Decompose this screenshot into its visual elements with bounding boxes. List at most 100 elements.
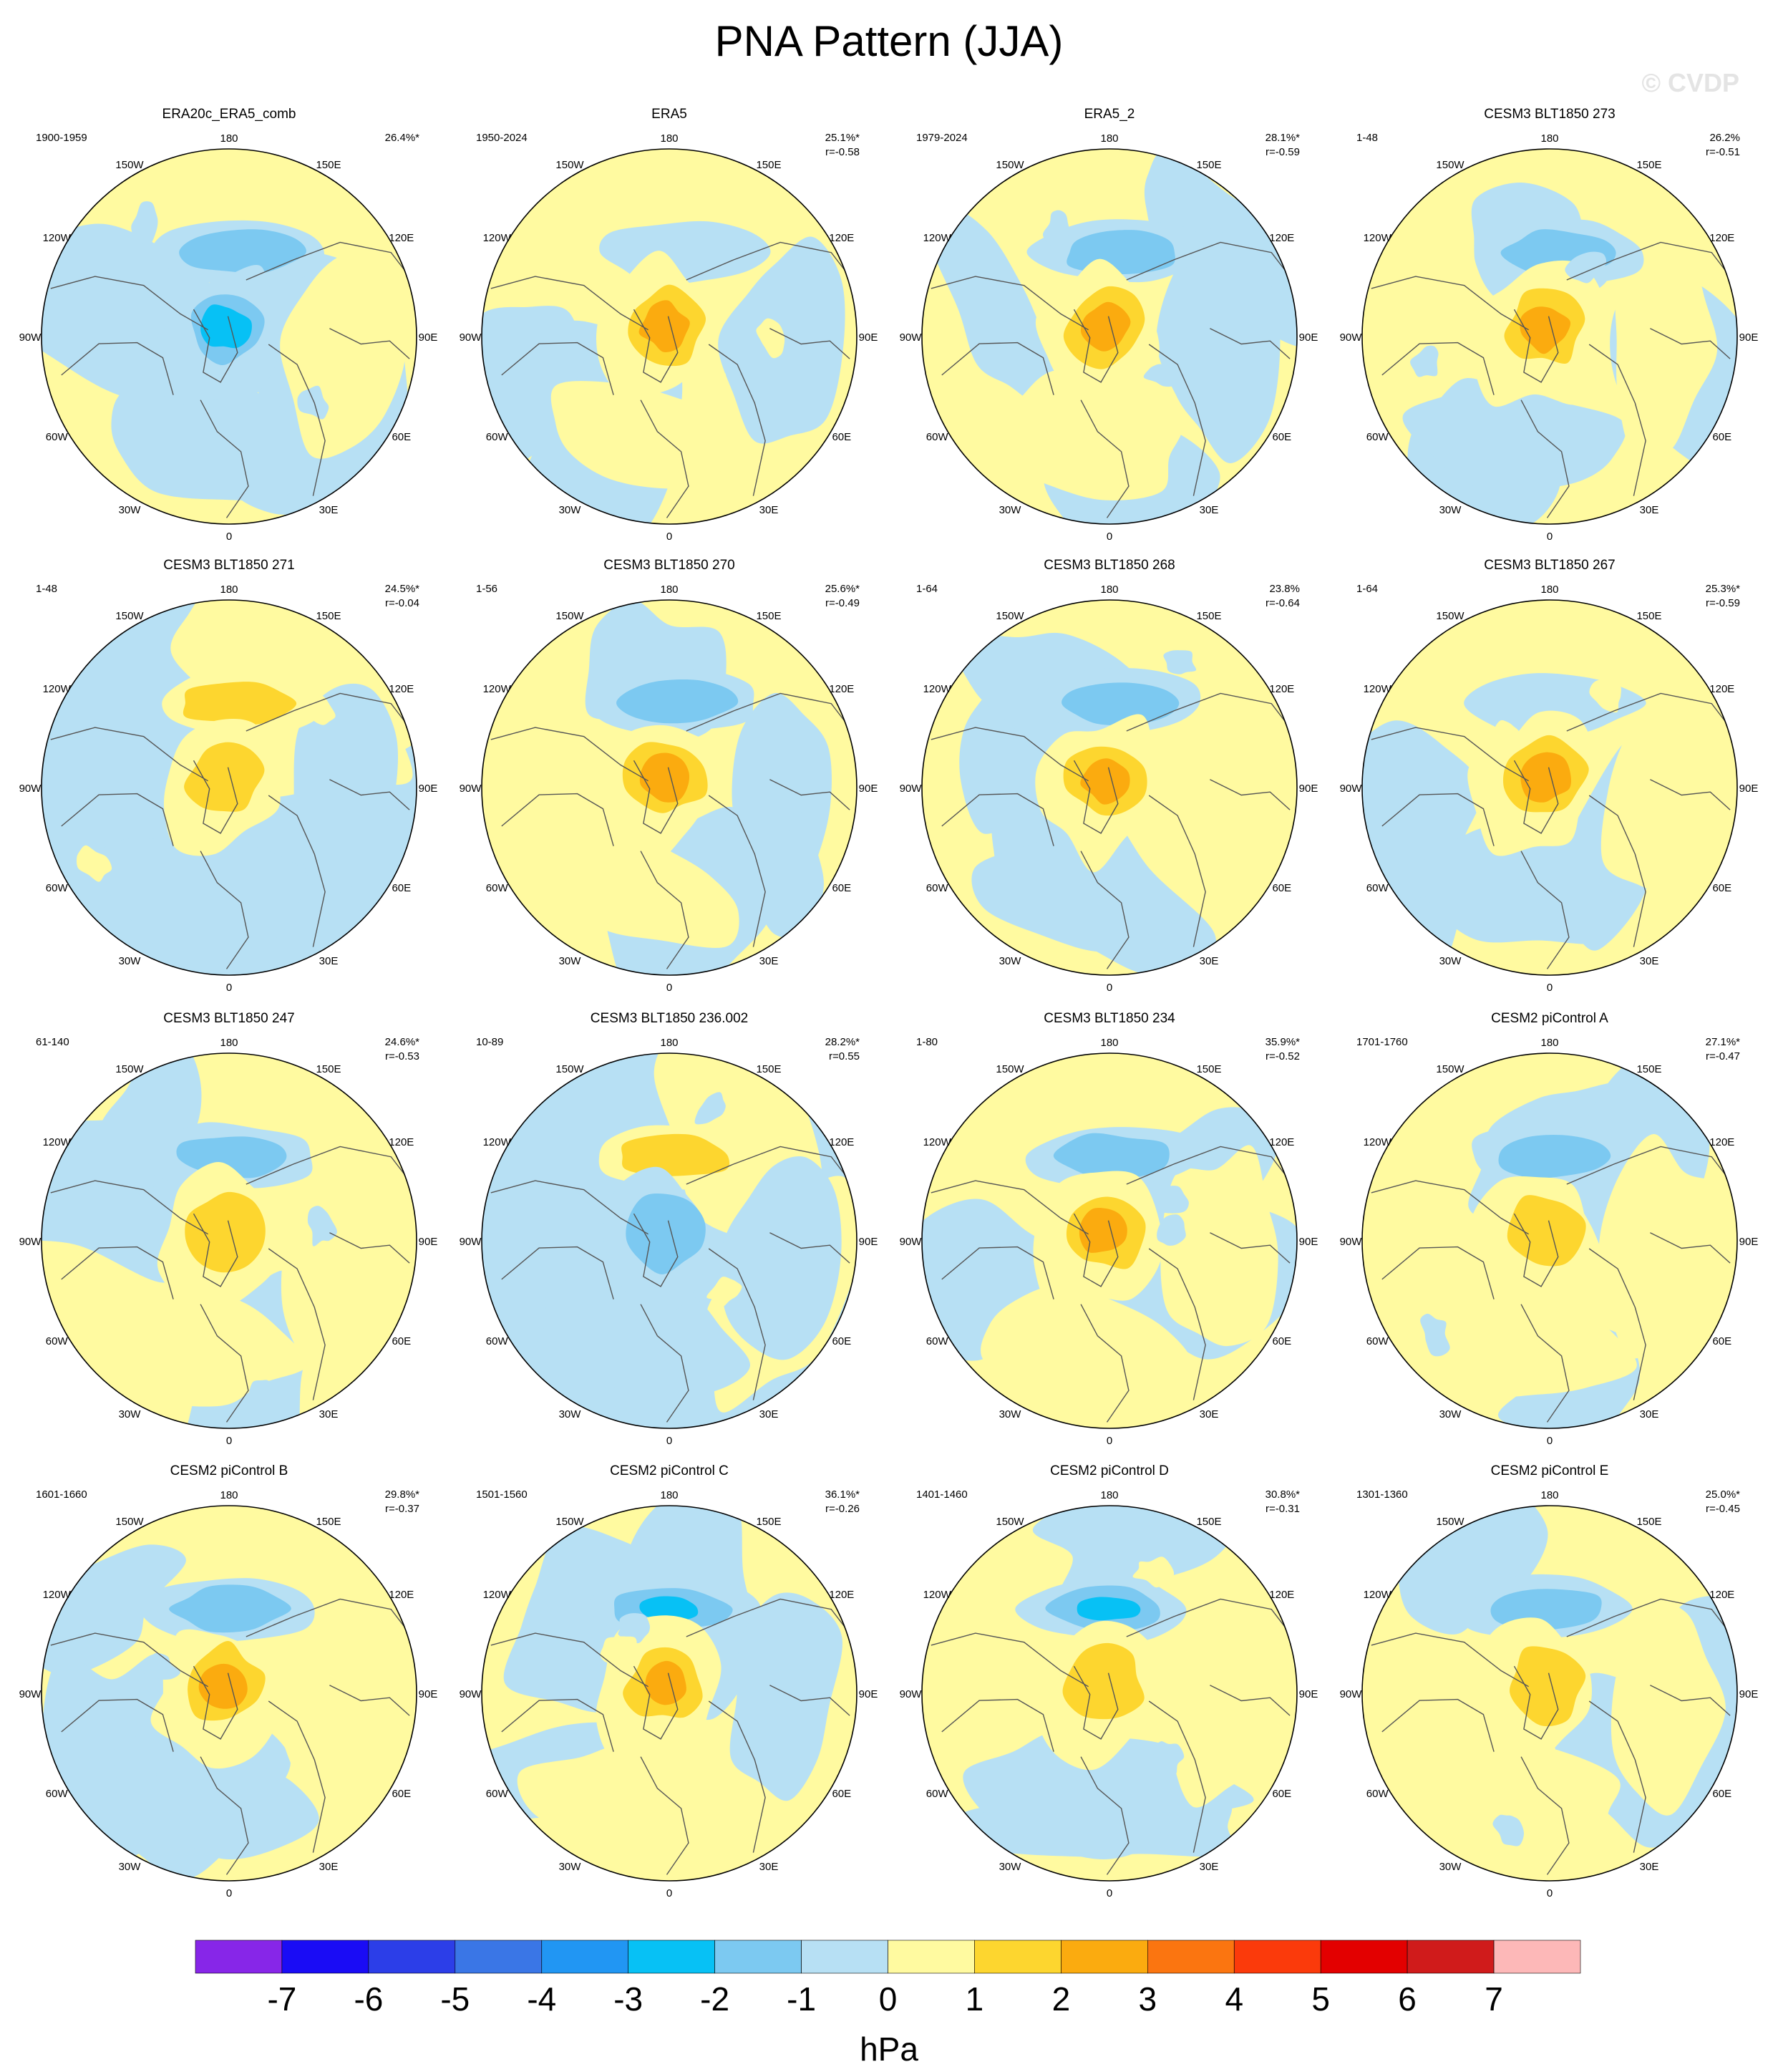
longitude-label: 90E	[1299, 783, 1318, 795]
panel-variance: 28.1%*	[1266, 132, 1301, 144]
longitude-label: 150W	[115, 1063, 144, 1075]
panel-variance: 26.2%	[1709, 132, 1740, 144]
longitude-label: 60W	[926, 882, 949, 894]
coastline	[769, 328, 850, 359]
eurasia-region	[1171, 1585, 1289, 1808]
coastline	[1148, 344, 1206, 496]
colorbar-tick-label: 7	[1485, 1980, 1503, 2018]
longitude-label: 30E	[1640, 1861, 1659, 1873]
pacific-center	[639, 1596, 699, 1622]
longitude-label: 180	[1540, 132, 1558, 145]
map-boundary	[41, 1052, 417, 1429]
longitude-label: 0	[1107, 1887, 1112, 1899]
panel-variance: 25.3%*	[1706, 583, 1741, 595]
coastlines	[931, 1598, 1295, 1875]
colorbar-tick-label: -1	[787, 1980, 816, 2018]
coastline	[1148, 1700, 1206, 1853]
panel-correlation: r=-0.59	[1706, 597, 1740, 609]
longitude-label: 120W	[43, 232, 72, 244]
panel-title: CESM3 BLT1850 236.002	[591, 1011, 748, 1026]
longitude-label: 150E	[316, 1063, 341, 1075]
coastline	[1566, 1598, 1735, 1640]
longitude-label: 60E	[1712, 1788, 1731, 1800]
eurasia-region	[1160, 695, 1281, 907]
coastline	[1588, 344, 1646, 496]
colorbar-swatch	[1234, 1940, 1321, 1974]
panel-correlation: r=-0.51	[1706, 146, 1740, 158]
longitude-label: 120W	[1364, 1589, 1392, 1601]
field-patch	[756, 318, 785, 359]
longitude-label: 150W	[115, 159, 144, 171]
longitude-label: 120E	[829, 1136, 854, 1148]
coastline	[1210, 1685, 1291, 1716]
coastline	[329, 1232, 410, 1264]
longitude-label: 120W	[43, 683, 72, 695]
coastline	[1520, 1304, 1570, 1423]
coastline	[193, 760, 238, 834]
longitude-label: 0	[1107, 531, 1112, 543]
anomaly-field	[42, 600, 417, 975]
atlantic-region	[981, 1284, 1194, 1407]
field-band	[482, 306, 580, 475]
longitude-label: 120W	[483, 1136, 512, 1148]
panel-title: CESM2 piControl E	[1491, 1463, 1609, 1478]
map-panel: 180 150E 120E 90E 60E 30E 0 30W 60W 90W 120W 150W ER…	[900, 107, 1318, 543]
longitude-label: 30E	[1640, 955, 1659, 967]
longitude-label: 30W	[559, 1408, 582, 1420]
longitude-label: 90E	[859, 1236, 878, 1248]
longitude-label: 180	[220, 1037, 238, 1049]
longitude-label: 30W	[999, 1408, 1022, 1420]
longitude-label: 90E	[1299, 331, 1318, 344]
longitude-label: 60E	[392, 1335, 411, 1347]
longitude-label: 150E	[1636, 159, 1661, 171]
atlantic-region	[517, 1743, 763, 1848]
eurasia-region	[1615, 232, 1718, 458]
map-boundary	[41, 599, 417, 976]
longitude-label: 150E	[1196, 1063, 1221, 1075]
longitude-label: 150E	[1196, 1516, 1221, 1528]
longitude-label: 150E	[756, 610, 781, 622]
coastline	[686, 241, 855, 283]
coastline	[50, 276, 208, 331]
longitude-label: 60W	[486, 1335, 509, 1347]
coastline	[1148, 1248, 1206, 1400]
longitude-label: 60E	[392, 1788, 411, 1800]
colorbar-tick-label: -6	[354, 1980, 383, 2018]
coastline	[61, 793, 174, 846]
coastline	[1073, 309, 1119, 383]
map-panel: 180 150E 120E 90E 60E 30E 0 30W 60W 90W 120W 150W CE…	[460, 1463, 878, 1899]
longitude-label: 60E	[1272, 431, 1291, 443]
colorbar: -7 -6 -5 -4 -3 -2 -1 0 1 2 3 4 5 6 7	[195, 1940, 1581, 2018]
map-panel: 180 150E 120E 90E 60E 30E 0 30W 60W 90W 120W 150W CE…	[460, 558, 878, 994]
panel-correlation: r=-0.45	[1706, 1503, 1740, 1515]
eurasia-region	[1160, 1145, 1278, 1347]
panel-correlation: r=-0.58	[825, 146, 860, 158]
longitude-label: 150E	[756, 1063, 781, 1075]
coastline	[268, 1248, 326, 1400]
coastlines	[1371, 1598, 1735, 1875]
colorbar-swatch	[888, 1940, 975, 1974]
longitude-label: 150E	[756, 159, 781, 171]
panel-variance: 29.8%*	[385, 1488, 420, 1501]
longitude-label: 0	[1547, 982, 1553, 994]
coastline	[769, 1232, 850, 1264]
field-patch	[600, 1636, 637, 1664]
map-panel: 180 150E 120E 90E 60E 30E 0 30W 60W 90W 120W 150W CE…	[900, 558, 1318, 994]
colorbar-tick-label: -5	[440, 1980, 470, 2018]
coastline	[640, 851, 689, 969]
coastline	[708, 1700, 766, 1853]
map-boundary	[921, 1505, 1298, 1882]
longitude-label: 60W	[46, 1788, 69, 1800]
longitude-label: 90E	[1739, 783, 1759, 795]
field-patch	[1589, 679, 1621, 713]
panel-years: 1-48	[1356, 132, 1378, 144]
arctic-center	[198, 1663, 248, 1709]
coastline	[1650, 1685, 1731, 1716]
longitude-label: 120E	[1709, 1136, 1734, 1148]
anomaly-field	[922, 600, 1297, 975]
coastline	[246, 1598, 414, 1640]
longitude-label: 150W	[555, 159, 584, 171]
coastline	[1080, 851, 1130, 969]
longitude-label: 30W	[119, 1861, 142, 1873]
map-panel: 180 150E 120E 90E 60E 30E 0 30W 60W 90W 120W 150W CE…	[1340, 1011, 1759, 1447]
